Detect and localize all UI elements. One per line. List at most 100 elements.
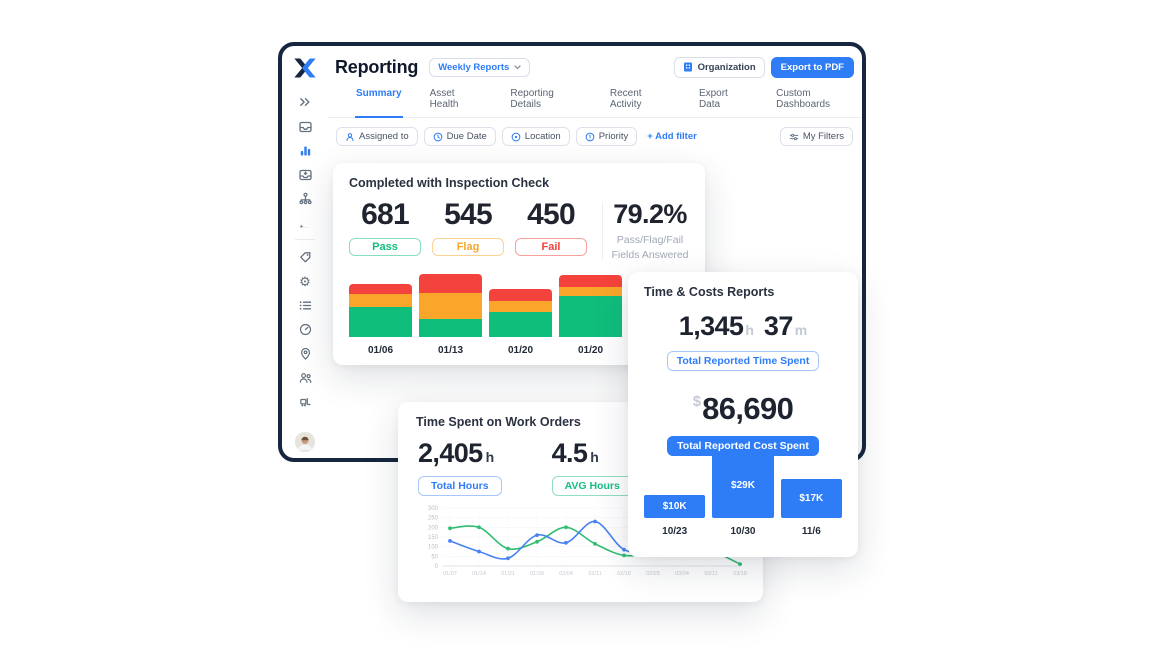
y-tick-label: 250 bbox=[428, 516, 439, 522]
my-filters-button[interactable]: My Filters bbox=[779, 127, 853, 146]
time-spent-stats: 2,405 h Total Hours 4.5 h AVG Hours bbox=[416, 438, 745, 496]
forklift-icon[interactable] bbox=[297, 393, 313, 409]
cost-bar: $17K bbox=[780, 479, 842, 518]
filter-due-date[interactable]: Due Date bbox=[423, 127, 496, 146]
sidebar-nav: ⚙ bbox=[282, 94, 328, 409]
x-tick-label: 02/04 bbox=[559, 571, 573, 577]
team-icon[interactable] bbox=[297, 369, 313, 385]
gauge-icon[interactable] bbox=[297, 321, 313, 337]
sidebar-divider bbox=[295, 239, 315, 240]
user-icon bbox=[346, 132, 354, 141]
status-badge-fail: Fail bbox=[515, 237, 587, 256]
x-tick-label: 01/07 bbox=[443, 571, 457, 577]
reported-cost-block: $86,690 Total Reported Cost Spent bbox=[644, 391, 842, 456]
data-point-hours-green bbox=[477, 525, 481, 530]
bar-date-label: 10/23 bbox=[662, 526, 688, 537]
stat-total-hours: 2,405 h Total Hours bbox=[418, 438, 502, 496]
y-tick-label: 300 bbox=[428, 506, 439, 512]
tab-custom-dashboards[interactable]: Custom Dashboards bbox=[776, 88, 831, 110]
stat-value: 450 bbox=[527, 198, 575, 231]
data-point-hours-blue bbox=[448, 539, 452, 543]
tab-export-data[interactable]: Export Data bbox=[698, 88, 728, 110]
minutes-value: 37 bbox=[763, 311, 793, 341]
stacked-bar bbox=[419, 274, 482, 338]
bar-segment-fail bbox=[349, 284, 412, 295]
hours-unit: h bbox=[745, 322, 754, 338]
user-avatar[interactable] bbox=[295, 432, 315, 452]
stat-avg-hours: 4.5 h AVG Hours bbox=[551, 438, 633, 496]
bar-segment-fail bbox=[419, 274, 482, 294]
page-title: Reporting bbox=[335, 56, 419, 77]
chat-icon[interactable] bbox=[297, 214, 313, 230]
status-badge-pass: Pass bbox=[349, 237, 421, 256]
my-filters-label: My Filters bbox=[802, 131, 844, 142]
filter-label: Assigned to bbox=[359, 131, 409, 142]
filter-label: Priority bbox=[598, 131, 629, 142]
list-icon[interactable] bbox=[297, 297, 313, 313]
stat-pass: 681 Pass bbox=[349, 199, 421, 256]
header-bar: Reporting Weekly Reports Organization Ex… bbox=[328, 46, 862, 86]
brand-x-logo[interactable] bbox=[292, 55, 318, 81]
map-pin-icon[interactable] bbox=[297, 345, 313, 361]
bar-segment-pass bbox=[489, 312, 552, 338]
bar-segment-pass bbox=[559, 296, 622, 338]
cost-bar-group: $17K 11/6 bbox=[780, 479, 842, 537]
tab-reporting-details[interactable]: Reporting Details bbox=[510, 88, 554, 110]
filter-location[interactable]: Location bbox=[501, 127, 570, 146]
data-point-hours-blue bbox=[564, 540, 568, 545]
cost-bar-value: $17K bbox=[799, 493, 824, 504]
tab-asset-health[interactable]: Asset Health bbox=[429, 88, 459, 110]
stat-value: 2,405 bbox=[418, 438, 483, 468]
cost-value: 86,690 bbox=[702, 391, 794, 426]
x-tick-label: 03/04 bbox=[675, 571, 689, 577]
cost-bar-value: $10K bbox=[662, 501, 687, 512]
bar-date-label: 01/20 bbox=[507, 345, 534, 357]
filter-label: Location bbox=[524, 131, 561, 142]
export-to-pdf-button[interactable]: Export to PDF bbox=[770, 56, 854, 78]
data-point-hours-green bbox=[738, 562, 742, 566]
hierarchy-icon[interactable] bbox=[297, 190, 313, 206]
bar-segment-pass bbox=[349, 307, 412, 338]
filter-assigned-to[interactable]: Assigned to bbox=[336, 127, 418, 146]
inspection-stats: 681 Pass 545 Flag 450 Fail 79.2% Pass/Fl… bbox=[349, 199, 689, 262]
tab-summary[interactable]: Summary bbox=[355, 86, 403, 118]
organization-button[interactable]: Organization bbox=[673, 56, 765, 78]
card-title: Time & Costs Reports bbox=[644, 285, 775, 299]
filter-label: Due Date bbox=[446, 131, 487, 142]
x-tick-label: 02/25 bbox=[646, 571, 660, 577]
location-icon bbox=[511, 132, 521, 141]
stacked-bar bbox=[349, 284, 412, 338]
gear-icon[interactable]: ⚙ bbox=[299, 273, 311, 289]
tab-recent-activity[interactable]: Recent Activity bbox=[609, 88, 642, 110]
clock-icon bbox=[433, 132, 442, 141]
x-tick-label: 01/21 bbox=[501, 571, 515, 577]
y-tick-label: 0 bbox=[435, 564, 439, 570]
inbox-download-icon[interactable] bbox=[297, 166, 313, 182]
filter-bar: Assigned to Due Date Location Priority +… bbox=[328, 118, 862, 146]
badge-total-hours: Total Hours bbox=[418, 476, 502, 496]
x-tick-label: 02/18 bbox=[617, 571, 631, 577]
answered-percent-caption: Pass/Flag/Fail Fields Answered bbox=[611, 233, 689, 262]
inbox-icon[interactable] bbox=[297, 118, 313, 134]
data-point-hours-blue bbox=[506, 556, 510, 561]
cost-bar: $10K bbox=[644, 495, 706, 518]
stat-unit: h bbox=[590, 449, 599, 465]
stat-fail: 450 Fail bbox=[515, 199, 587, 256]
bar-segment-flag bbox=[419, 293, 482, 320]
cost-bar-chart: $10K 10/23 $29K 10/30 $17K 11/6 bbox=[644, 452, 842, 537]
report-period-dropdown[interactable]: Weekly Reports bbox=[429, 57, 531, 77]
badge-total-reported-cost: Total Reported Cost Spent bbox=[667, 436, 819, 456]
stacked-bar-group: 01/20 bbox=[489, 289, 552, 356]
expand-sidebar-icon[interactable] bbox=[297, 94, 313, 110]
filter-priority[interactable]: Priority bbox=[575, 127, 638, 146]
bar-segment-flag bbox=[489, 301, 552, 313]
reports-bar-chart-icon[interactable] bbox=[297, 142, 313, 158]
minutes-unit: m bbox=[794, 322, 808, 338]
add-filter-button[interactable]: + Add filter bbox=[647, 131, 697, 142]
data-point-hours-blue bbox=[535, 533, 539, 537]
x-tick-label: 03/18 bbox=[733, 571, 747, 577]
organization-label: Organization bbox=[697, 61, 756, 73]
bar-date-label: 01/13 bbox=[437, 345, 464, 357]
tag-icon[interactable] bbox=[297, 249, 313, 265]
